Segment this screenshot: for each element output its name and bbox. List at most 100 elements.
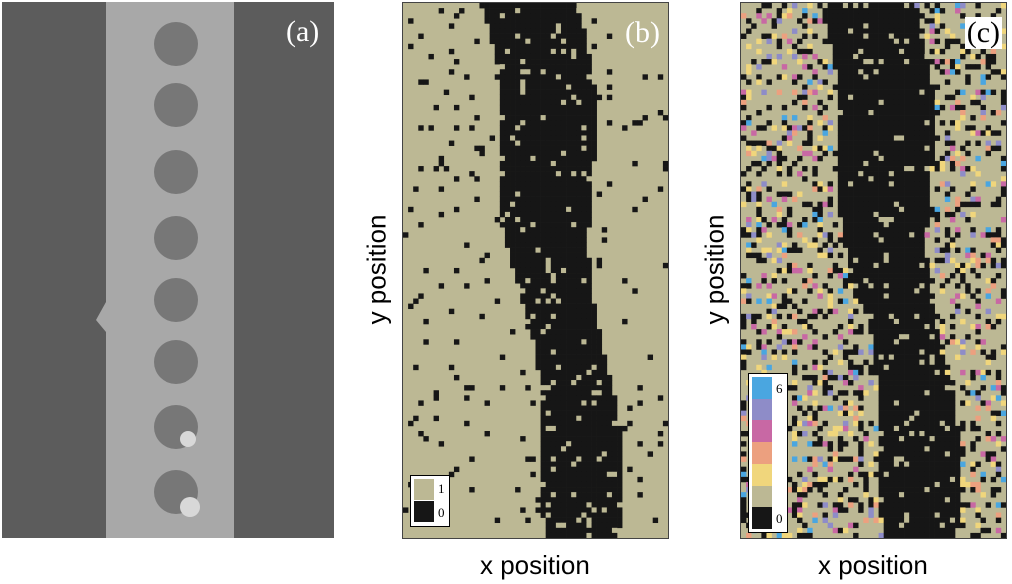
- map-pixel: [617, 481, 623, 488]
- map-pixel: [960, 487, 966, 493]
- map-pixel: [576, 288, 582, 294]
- map-pixel: [934, 247, 941, 253]
- map-pixel: [853, 84, 859, 90]
- map-pixel: [520, 232, 526, 238]
- map-pixel: [837, 405, 844, 411]
- map-pixel: [888, 273, 895, 279]
- map-pixel: [1000, 532, 1006, 538]
- map-pixel: [985, 527, 992, 534]
- map-pixel: [550, 512, 557, 518]
- map-pixel: [868, 324, 874, 330]
- map-pixel: [540, 237, 546, 243]
- map-pixel: [576, 171, 582, 177]
- map-pixel: [878, 359, 884, 366]
- map-pixel: [975, 329, 981, 335]
- map-pixel: [929, 456, 935, 462]
- map-pixel: [909, 130, 915, 136]
- map-pixel: [904, 252, 910, 259]
- map-pixel: [550, 527, 557, 534]
- map-pixel: [494, 8, 501, 14]
- map-pixel: [525, 206, 531, 213]
- map-pixel: [863, 359, 869, 366]
- map-pixel: [883, 23, 890, 29]
- map-pixel: [520, 298, 526, 304]
- map-pixel: [975, 344, 981, 350]
- map-pixel: [581, 344, 587, 350]
- map-pixel: [873, 232, 879, 238]
- map-pixel: [837, 206, 844, 213]
- map-pixel: [975, 487, 981, 493]
- map-pixel: [520, 59, 526, 65]
- map-pixel: [566, 369, 572, 376]
- map-pixel: [515, 150, 521, 157]
- map-pixel: [878, 400, 884, 406]
- map-pixel: [990, 354, 997, 360]
- map-pixel: [586, 329, 592, 335]
- map-pixel: [571, 99, 577, 106]
- map-pixel: [893, 104, 900, 111]
- map-pixel: [863, 436, 869, 442]
- map-pixel: [822, 130, 828, 136]
- panel-b-heatmap: (b) 1 0: [402, 2, 669, 539]
- map-pixel: [525, 104, 531, 111]
- map-pixel: [919, 48, 925, 55]
- map-pixel: [914, 110, 920, 116]
- map-pixel: [924, 140, 930, 146]
- map-pixel: [939, 354, 946, 360]
- map-pixel: [842, 527, 849, 534]
- map-pixel: [545, 293, 552, 299]
- map-pixel: [741, 415, 747, 422]
- map-pixel: [868, 364, 874, 371]
- map-pixel: [929, 278, 935, 284]
- map-pixel: [515, 115, 521, 121]
- map-pixel: [883, 369, 890, 376]
- map-pixel: [898, 471, 905, 478]
- map-pixel: [909, 74, 915, 80]
- map-pixel: [606, 461, 613, 467]
- map-pixel: [898, 502, 905, 508]
- map-pixel: [929, 492, 935, 498]
- map-pixel: [848, 206, 854, 213]
- map-pixel: [924, 232, 930, 238]
- map-pixel: [898, 8, 905, 14]
- map-pixel: [893, 318, 900, 325]
- map-pixel: [888, 380, 895, 386]
- map-pixel: [919, 191, 925, 197]
- map-pixel: [499, 206, 506, 213]
- map-pixel: [924, 166, 930, 172]
- map-pixel: [535, 364, 541, 371]
- map-pixel: [555, 344, 562, 350]
- map-pixel: [990, 436, 997, 442]
- map-pixel: [520, 18, 526, 24]
- map-pixel: [586, 293, 592, 299]
- map-pixel: [883, 74, 890, 80]
- map-pixel: [571, 517, 577, 524]
- map-pixel: [566, 344, 572, 350]
- map-pixel: [929, 390, 935, 396]
- map-pixel: [761, 273, 767, 279]
- map-pixel: [756, 191, 762, 197]
- map-pixel: [893, 155, 900, 162]
- map-pixel: [560, 115, 567, 121]
- map-pixel: [555, 211, 562, 218]
- map-pixel: [878, 471, 884, 478]
- map-pixel: [576, 446, 582, 452]
- map-pixel: [934, 507, 941, 513]
- map-pixel: [812, 166, 818, 172]
- map-pixel: [914, 329, 920, 335]
- map-pixel: [878, 257, 884, 264]
- map-pixel: [904, 64, 910, 70]
- map-pixel: [848, 84, 854, 90]
- map-pixel: [786, 339, 793, 345]
- map-pixel: [586, 456, 592, 462]
- panel-c-label: (c): [964, 16, 1002, 49]
- map-pixel: [980, 527, 986, 534]
- map-pixel: [515, 140, 521, 146]
- map-pixel: [914, 28, 920, 34]
- map-pixel: [555, 451, 562, 457]
- map-pixel: [741, 324, 747, 330]
- map-pixel: [566, 110, 572, 116]
- map-pixel: [746, 283, 752, 289]
- map-pixel: [960, 201, 966, 208]
- map-pixel: [837, 176, 844, 182]
